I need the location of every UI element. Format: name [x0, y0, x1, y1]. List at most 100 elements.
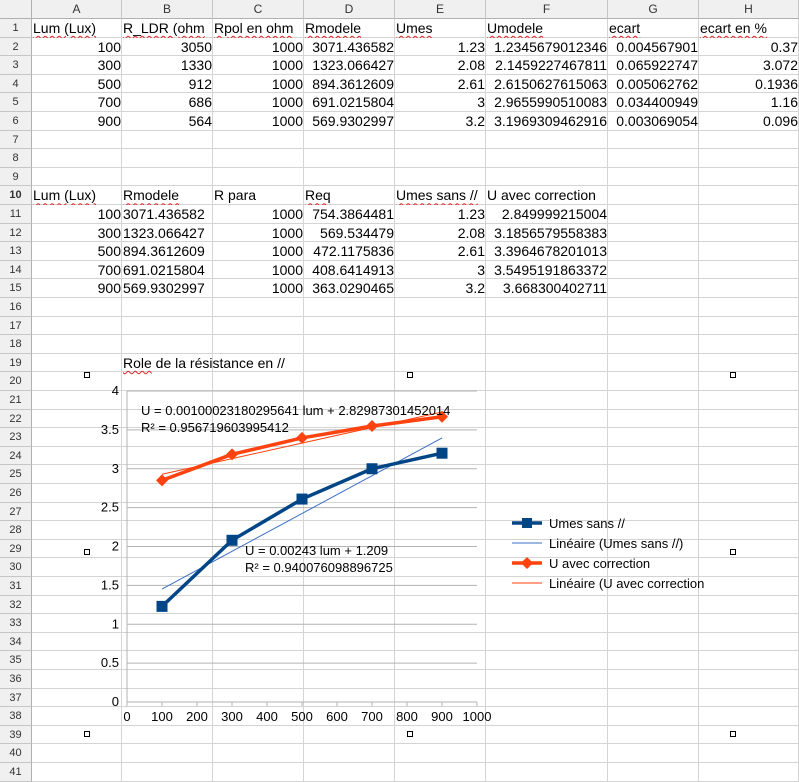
cell[interactable] — [32, 149, 122, 168]
cell[interactable] — [608, 335, 699, 354]
resize-handle[interactable] — [407, 731, 413, 737]
cell[interactable] — [213, 707, 304, 726]
resize-handle[interactable] — [730, 731, 736, 737]
row-header-33[interactable]: 33 — [0, 614, 32, 633]
cell[interactable] — [486, 614, 608, 633]
cell[interactable] — [304, 93, 395, 112]
cell[interactable] — [32, 242, 122, 261]
cell[interactable] — [486, 428, 608, 447]
cell[interactable] — [395, 446, 486, 466]
cell[interactable] — [122, 19, 213, 38]
cell[interactable] — [122, 707, 213, 726]
cell[interactable] — [486, 130, 608, 150]
row-header-14[interactable]: 14 — [0, 260, 32, 280]
row-header-17[interactable]: 17 — [0, 316, 32, 336]
cell[interactable] — [608, 391, 699, 410]
cell[interactable] — [32, 428, 122, 447]
cell[interactable] — [122, 112, 213, 131]
cell[interactable] — [699, 130, 799, 150]
cell-value[interactable]: 1000 — [271, 261, 303, 278]
cell[interactable] — [304, 632, 395, 652]
cell[interactable] — [32, 186, 122, 205]
cell[interactable] — [122, 744, 213, 763]
row-header-38[interactable]: 38 — [0, 707, 32, 726]
cell[interactable] — [304, 409, 395, 429]
cell[interactable] — [32, 670, 122, 689]
cell-value[interactable]: 2.9655990510083 — [494, 94, 607, 111]
cell[interactable] — [395, 651, 486, 670]
cell[interactable] — [486, 484, 608, 503]
cell-value[interactable]: 3071.436582 — [123, 206, 205, 222]
cell[interactable] — [486, 74, 608, 94]
cell[interactable] — [122, 37, 213, 57]
cell[interactable] — [213, 688, 304, 708]
cell[interactable] — [122, 502, 213, 522]
cell-value[interactable]: 754.3864481 — [312, 206, 394, 222]
cell[interactable] — [122, 428, 213, 447]
cell[interactable] — [486, 688, 608, 708]
cell[interactable] — [608, 223, 699, 243]
cell-value[interactable]: 3.072 — [762, 57, 798, 74]
cell[interactable] — [213, 335, 304, 354]
cell[interactable] — [608, 316, 699, 336]
cell[interactable] — [122, 539, 213, 559]
cell[interactable] — [395, 149, 486, 168]
cell[interactable] — [304, 484, 395, 503]
cell[interactable] — [486, 409, 608, 429]
cell[interactable] — [32, 19, 122, 38]
cell[interactable] — [395, 688, 486, 708]
row-header-31[interactable]: 31 — [0, 577, 32, 596]
cell[interactable] — [608, 521, 699, 540]
cell-value[interactable]: 2.1459227467811 — [495, 57, 607, 74]
cell[interactable] — [122, 688, 213, 708]
row-header-41[interactable]: 41 — [0, 763, 32, 782]
cell[interactable] — [608, 205, 699, 224]
cell[interactable] — [395, 391, 486, 410]
row-header-27[interactable]: 27 — [0, 502, 32, 522]
cell-value[interactable]: 0.034400949 — [616, 94, 698, 111]
cell-value[interactable]: R_LDR (ohm — [123, 20, 205, 36]
cell[interactable] — [395, 632, 486, 652]
cell[interactable] — [213, 577, 304, 596]
resize-handle[interactable] — [84, 549, 90, 555]
cell[interactable] — [122, 651, 213, 670]
cell[interactable] — [32, 167, 122, 187]
cell[interactable] — [486, 539, 608, 559]
cell[interactable] — [122, 186, 213, 205]
cell[interactable] — [213, 19, 304, 38]
cell[interactable] — [486, 298, 608, 317]
cell[interactable] — [32, 353, 122, 373]
cell-value[interactable]: 0.065922747 — [616, 57, 698, 74]
cell[interactable] — [32, 558, 122, 577]
cell[interactable] — [122, 74, 213, 94]
cell-value[interactable]: 1330 — [180, 57, 212, 74]
row-header-35[interactable]: 35 — [0, 651, 32, 670]
cell[interactable] — [304, 521, 395, 540]
row-header-25[interactable]: 25 — [0, 465, 32, 484]
cell[interactable] — [395, 19, 486, 38]
row-header-21[interactable]: 21 — [0, 391, 32, 410]
cell[interactable] — [122, 223, 213, 243]
cell[interactable] — [122, 391, 213, 410]
cell[interactable] — [486, 707, 608, 726]
cell[interactable] — [395, 577, 486, 596]
row-header-8[interactable]: 8 — [0, 149, 32, 168]
cell[interactable] — [608, 56, 699, 75]
cell[interactable] — [32, 335, 122, 354]
cell[interactable] — [213, 763, 304, 782]
cell[interactable] — [395, 93, 486, 112]
cell[interactable] — [608, 707, 699, 726]
cell[interactable] — [304, 298, 395, 317]
cell-value[interactable]: 1000 — [271, 113, 303, 129]
cell-value[interactable]: 2.849999215004 — [501, 206, 607, 222]
row-header-24[interactable]: 24 — [0, 446, 32, 466]
select-all-corner[interactable] — [0, 0, 32, 19]
cell[interactable] — [122, 577, 213, 596]
cell[interactable] — [608, 725, 699, 745]
column-header-a[interactable]: A — [32, 0, 122, 19]
cell[interactable] — [122, 372, 213, 391]
cell-value[interactable]: 3071.436582 — [312, 38, 394, 55]
cell[interactable] — [213, 521, 304, 540]
cell[interactable] — [608, 372, 699, 391]
cell[interactable] — [395, 74, 486, 94]
